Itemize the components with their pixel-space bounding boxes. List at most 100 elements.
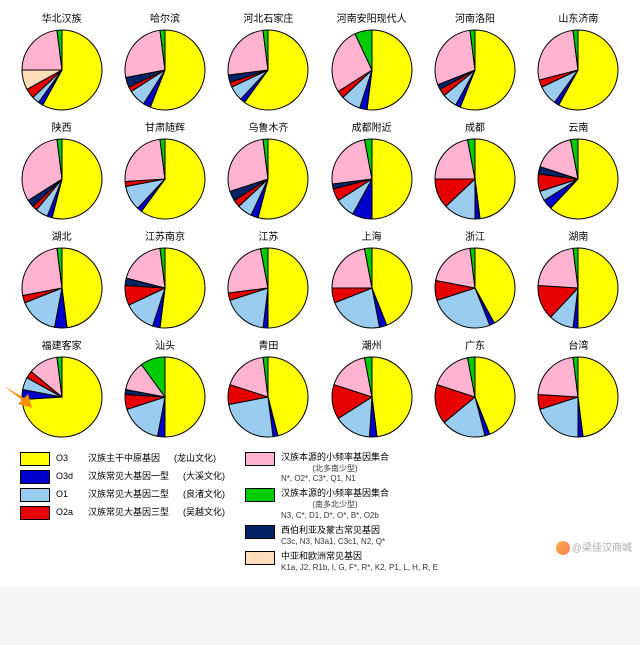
legend-codes: N3, C*, D1, D*, O*, B*, O2b — [281, 511, 389, 521]
pie-chart-cell: 江苏南京 — [115, 228, 214, 331]
pie-chart-cell: 河南洛阳 — [425, 10, 524, 113]
chart-title: 河南洛阳 — [455, 10, 495, 25]
pie-chart-cell: 河北石家庄 — [219, 10, 318, 113]
pie-svg — [225, 27, 311, 113]
chart-title: 哈尔滨 — [150, 10, 180, 25]
pie-svg — [329, 27, 415, 113]
pie-grid: 华北汉族 哈尔滨 河北石家庄 河南安阳现代人 河南洛阳 山东济南陕西 甘肃随辉 乌鲁木齐 成都附… — [0, 10, 640, 440]
pie-chart-cell: 成都 — [425, 119, 524, 222]
chart-title: 湖北 — [52, 228, 72, 243]
pie-chart-cell: 浙江 — [425, 228, 524, 331]
chart-title: 福建客家 — [42, 337, 82, 352]
pie-chart-cell: 陕西 — [12, 119, 111, 222]
legend-swatch — [20, 488, 50, 502]
chart-title: 上海 — [362, 228, 382, 243]
chart-title: 广东 — [465, 337, 485, 352]
pie-svg — [535, 27, 621, 113]
legend-codes: N*, O2*, C3*, Q1, N1 — [281, 474, 389, 484]
legend-swatch — [245, 551, 275, 565]
legend-codes: C3c, N3, N3a1, C3c1, N2, Q* — [281, 537, 385, 547]
legend-code: O3d — [56, 471, 82, 483]
pie-svg — [122, 136, 208, 222]
chart-title: 乌鲁木齐 — [248, 119, 288, 134]
pie-chart-cell: 广东 — [425, 337, 524, 440]
legend-label: 汉族本源的小频率基因集合 — [281, 452, 389, 464]
legend-culture: (吴越文化) — [183, 507, 225, 519]
pie-chart-cell: 河南安阳现代人 — [322, 10, 421, 113]
pie-svg — [225, 245, 311, 331]
chart-title: 湖南 — [568, 228, 588, 243]
chart-title: 华北汉族 — [42, 10, 82, 25]
legend-code: O2a — [56, 507, 82, 519]
chart-title: 山东济南 — [558, 10, 598, 25]
pie-svg — [19, 245, 105, 331]
pie-chart-cell: 上海 — [322, 228, 421, 331]
legend-label: 汉族主干中原基因 — [88, 453, 160, 465]
pie-svg — [535, 354, 621, 440]
chart-container: 华北汉族 哈尔滨 河北石家庄 河南安阳现代人 河南洛阳 山东济南陕西 甘肃随辉 乌鲁木齐 成都附… — [0, 0, 640, 587]
chart-title: 江苏 — [258, 228, 278, 243]
legend-item: O3d 汉族常见大基因一型 (大溪文化) — [20, 470, 225, 484]
legend-swatch — [245, 525, 275, 539]
legend: O3 汉族主干中原基因 (龙山文化) O3d 汉族常见大基因一型 (大溪文化) … — [0, 440, 640, 577]
pie-chart-cell: 汕头 — [115, 337, 214, 440]
chart-title: 江苏南京 — [145, 228, 185, 243]
pie-chart-cell: 潮州 — [322, 337, 421, 440]
chart-title: 成都 — [465, 119, 485, 134]
pie-svg — [535, 245, 621, 331]
legend-swatch — [245, 452, 275, 466]
chart-title: 甘肃随辉 — [145, 119, 185, 134]
chart-title: 台湾 — [568, 337, 588, 352]
pie-svg — [122, 245, 208, 331]
legend-swatch — [20, 452, 50, 466]
legend-sublabel: (北多南少型) — [281, 464, 389, 474]
legend-label: 汉族本源的小频率基因集合 — [281, 488, 389, 500]
legend-code: O1 — [56, 489, 82, 501]
pie-svg — [329, 136, 415, 222]
legend-label: 西伯利亚及蒙古常见基因 — [281, 525, 385, 537]
legend-culture: (大溪文化) — [183, 471, 225, 483]
legend-label: 汉族常见大基因二型 — [88, 489, 169, 501]
pie-chart-cell: 江苏 — [219, 228, 318, 331]
legend-codes: K1a, J2, R1b, I, G, F*, R*, K2, P1, L, H… — [281, 563, 438, 573]
pie-svg — [122, 27, 208, 113]
legend-left-column: O3 汉族主干中原基因 (龙山文化) O3d 汉族常见大基因一型 (大溪文化) … — [20, 452, 225, 573]
legend-swatch — [20, 506, 50, 520]
legend-swatch — [245, 488, 275, 502]
legend-culture: (龙山文化) — [174, 453, 216, 465]
legend-item: O2a 汉族常见大基因三型 (吴越文化) — [20, 506, 225, 520]
pie-chart-cell: 华北汉族 — [12, 10, 111, 113]
pie-svg — [225, 136, 311, 222]
pie-svg — [19, 136, 105, 222]
pie-chart-cell: 山东济南 — [529, 10, 628, 113]
legend-label: 中亚和欧洲常见基因 — [281, 551, 438, 563]
chart-title: 浙江 — [465, 228, 485, 243]
pie-svg — [535, 136, 621, 222]
legend-label: 汉族常见大基因一型 — [88, 471, 169, 483]
legend-item: 西伯利亚及蒙古常见基因 C3c, N3, N3a1, C3c1, N2, Q* — [245, 525, 505, 547]
pie-chart-cell: 台湾 — [529, 337, 628, 440]
pie-svg — [329, 245, 415, 331]
legend-swatch — [20, 470, 50, 484]
pie-chart-cell: 甘肃随辉 — [115, 119, 214, 222]
pie-chart-cell: 湖北 — [12, 228, 111, 331]
legend-item: 中亚和欧洲常见基因 K1a, J2, R1b, I, G, F*, R*, K2… — [245, 551, 505, 573]
legend-label: 汉族常见大基因三型 — [88, 507, 169, 519]
pie-svg — [122, 354, 208, 440]
legend-code: O3 — [56, 453, 82, 465]
pie-svg — [432, 354, 518, 440]
pie-chart-cell: 哈尔滨 — [115, 10, 214, 113]
pie-svg — [225, 354, 311, 440]
chart-title: 成都附近 — [352, 119, 392, 134]
pie-svg — [329, 354, 415, 440]
pie-chart-cell: 乌鲁木齐 — [219, 119, 318, 222]
legend-culture: (良渚文化) — [183, 489, 225, 501]
pie-chart-cell: 湖南 — [529, 228, 628, 331]
legend-item: O3 汉族主干中原基因 (龙山文化) — [20, 452, 225, 466]
legend-sublabel: (南多北少型) — [281, 500, 389, 510]
legend-item: O1 汉族常见大基因二型 (良渚文化) — [20, 488, 225, 502]
chart-title: 河北石家庄 — [243, 10, 293, 25]
watermark: @梁佳汉商城 — [556, 539, 632, 555]
pie-chart-cell: 云南 — [529, 119, 628, 222]
legend-item: 汉族本源的小频率基因集合 (南多北少型) N3, C*, D1, D*, O*,… — [245, 488, 505, 520]
